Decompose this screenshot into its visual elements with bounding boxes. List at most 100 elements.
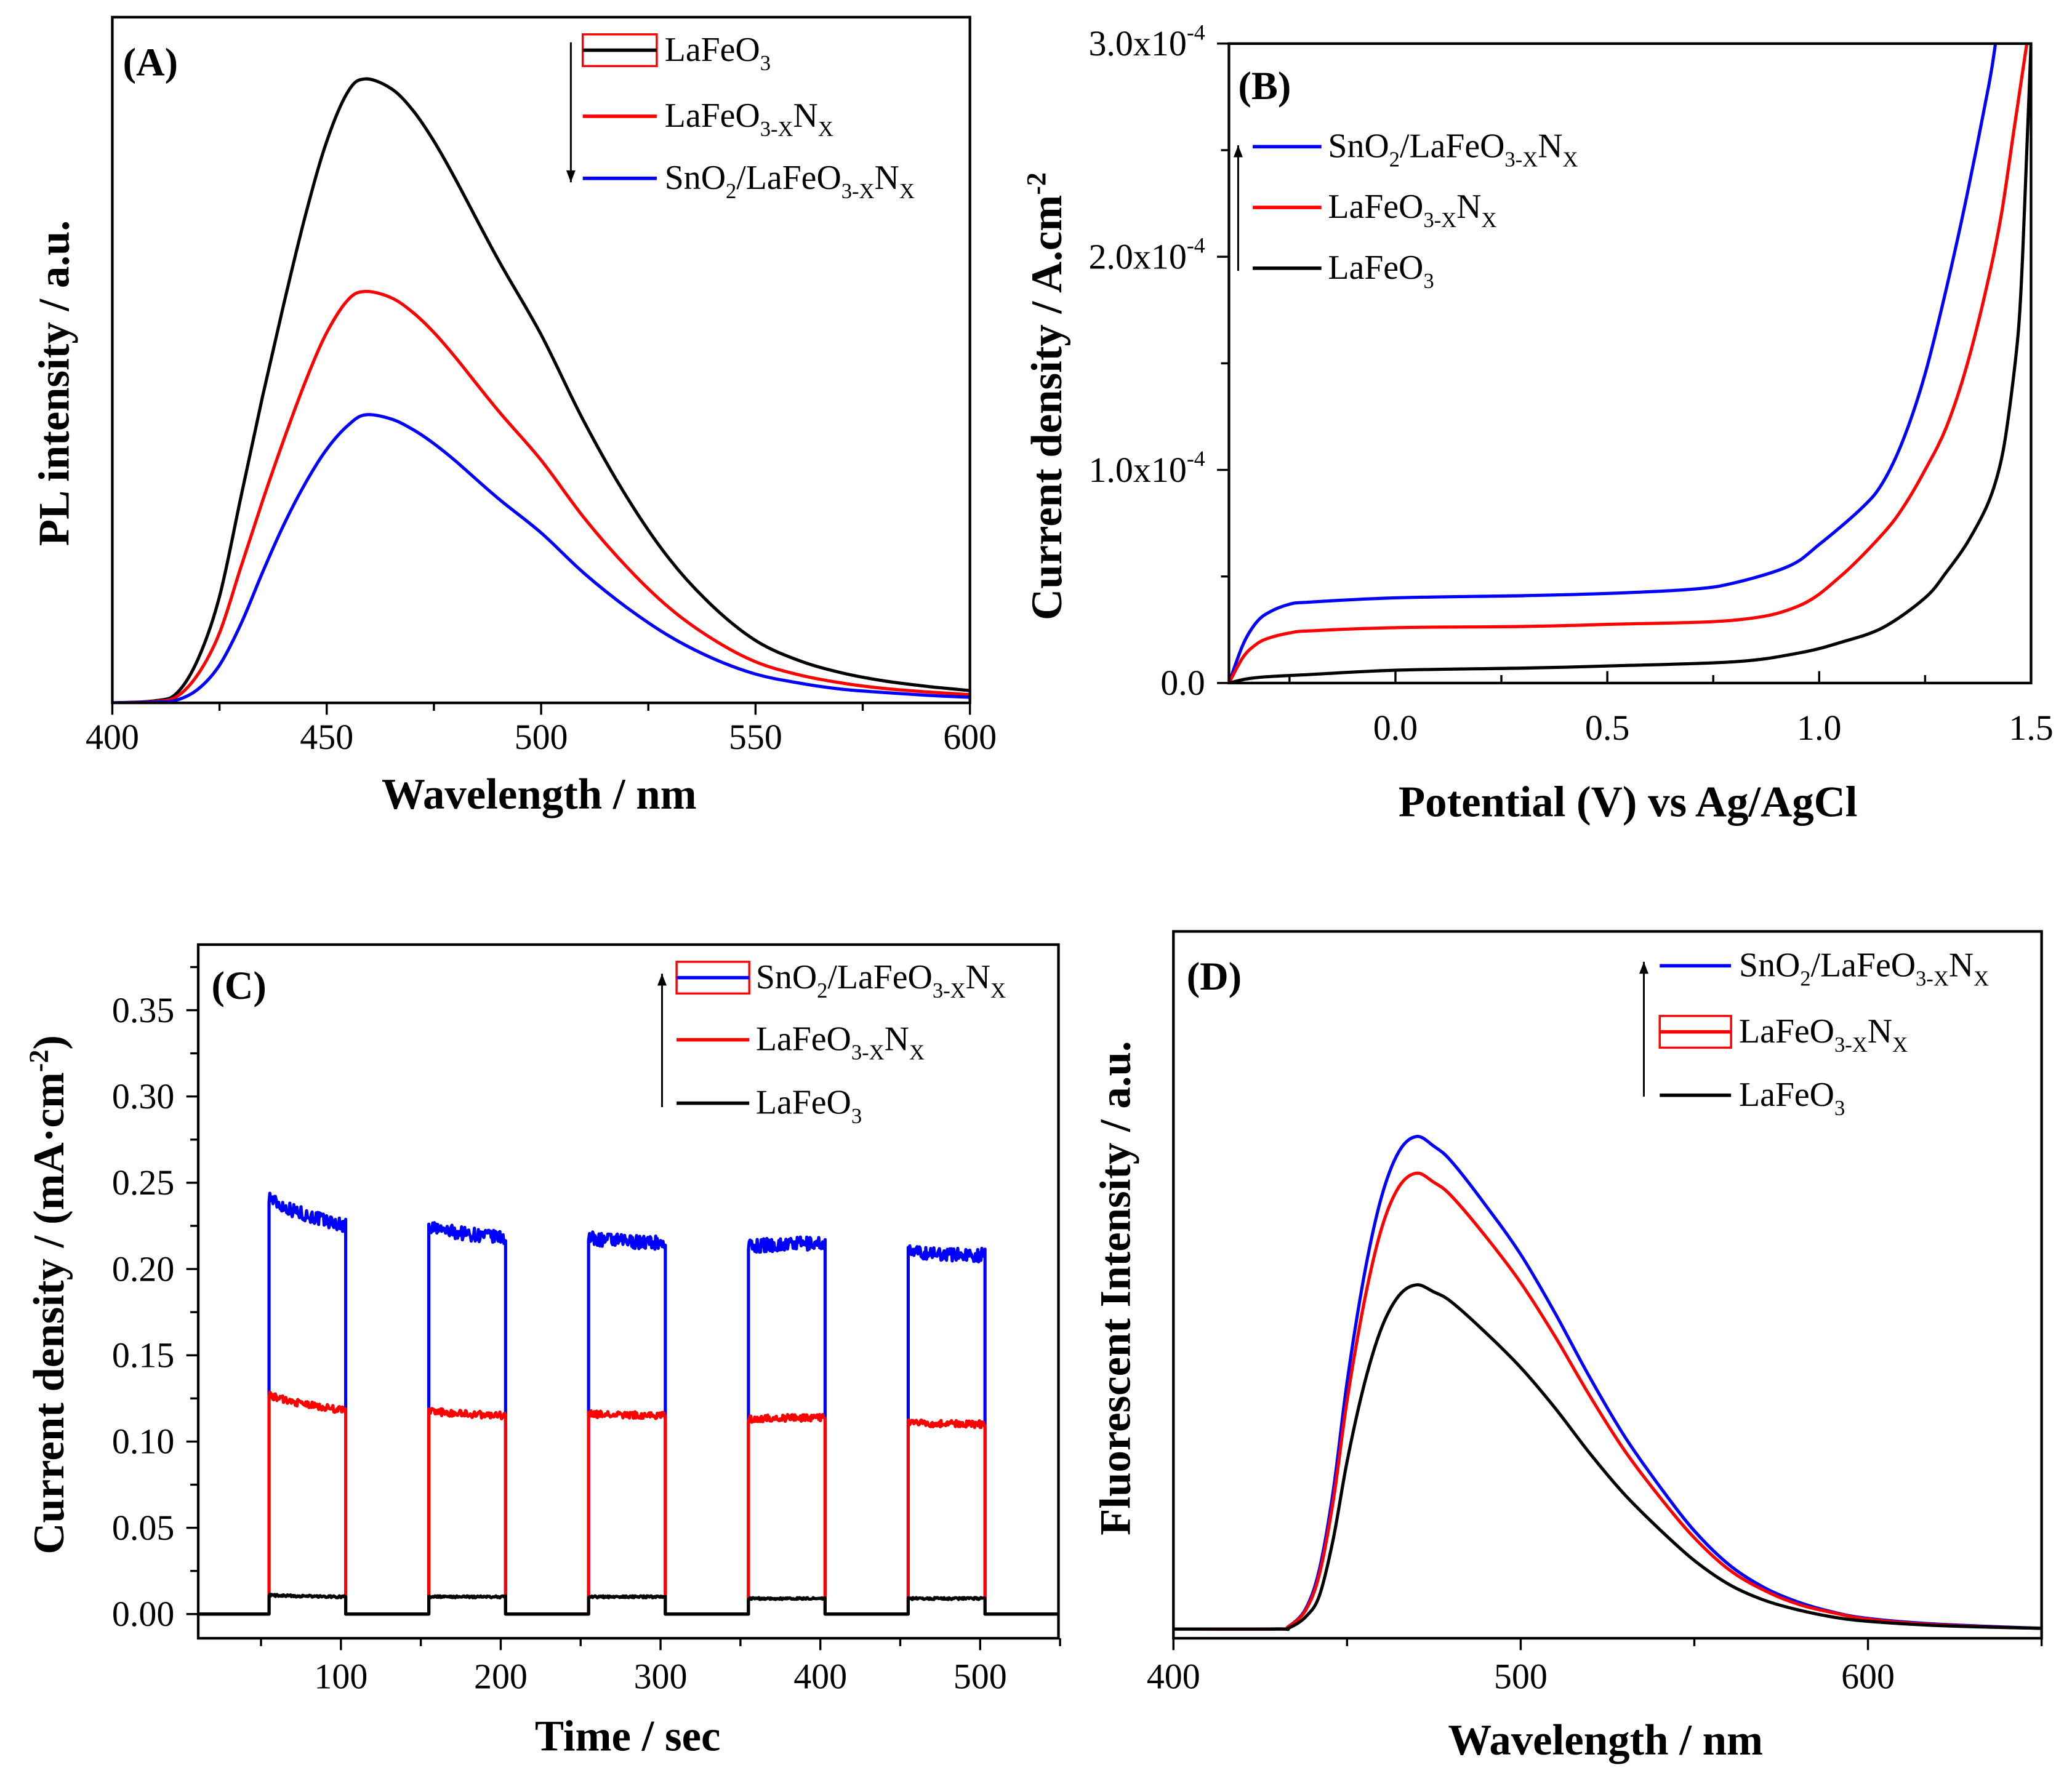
series-line-1	[1173, 1171, 2042, 1631]
legend-label-text: N	[1949, 946, 1974, 984]
x-tick-label: 550	[729, 717, 782, 757]
series-line-2	[198, 1593, 1059, 1616]
x-tick-label-text: 500	[954, 1657, 1007, 1697]
series-line-2	[112, 413, 970, 703]
y-axis-title-superscript: -2	[23, 1050, 54, 1073]
legend-label-subscript: 3-X	[933, 979, 966, 1003]
legend-label-text: LaFeO	[665, 31, 760, 69]
y-axis-title-text: Current density / A.cm	[1023, 195, 1071, 620]
y-tick-label-text: 0.0	[1160, 663, 1205, 703]
legend-label-text: N	[966, 958, 990, 996]
x-axis-title: Wavelength / nm	[1448, 1716, 1763, 1764]
legend-label: LaFeO3	[1739, 1076, 1845, 1120]
legend-label-subscript: 3	[1834, 1097, 1845, 1120]
x-tick-label: 450	[300, 717, 353, 757]
y-tick-label: 0.00	[112, 1594, 174, 1634]
series-line-1	[1229, 43, 2029, 683]
legend-label-text: LaFeO	[756, 1084, 851, 1122]
x-tick-label: 300	[634, 1657, 688, 1697]
x-tick-label: 0.0	[1373, 708, 1418, 748]
legend-label: SnO2/LaFeO3-XNX	[756, 958, 1006, 1003]
y-tick-label-superscript: -4	[1187, 233, 1205, 258]
x-tick-label-text: 550	[729, 717, 782, 757]
x-tick-label: 500	[954, 1657, 1007, 1697]
x-tick-label-text: 300	[634, 1657, 688, 1697]
series-line-2	[1229, 43, 2031, 683]
legend-label-text: SnO	[1739, 946, 1800, 984]
legend-label-subscript: 3-X	[1504, 148, 1538, 171]
panel-label: (C)	[211, 964, 266, 1007]
panel-label-text: (D)	[1187, 955, 1242, 998]
series-line-0	[1229, 43, 1998, 683]
y-axis-title-text: Current density / (mA·cm	[25, 1072, 73, 1555]
plot-frame	[1172, 930, 2043, 1640]
x-tick-label-text: 400	[86, 717, 139, 757]
legend-label-text: N	[1456, 188, 1481, 226]
legend-label-subscript: 2	[817, 979, 827, 1003]
legend-label-text: LaFeO	[756, 1020, 851, 1059]
x-tick-label-text: 500	[1494, 1657, 1548, 1697]
y-axis-title-superscript: -2	[1021, 172, 1051, 195]
legend-label-subscript: 2	[1800, 967, 1810, 991]
x-tick-label: 600	[1841, 1657, 1895, 1697]
plot-frame	[196, 943, 1060, 1640]
panel-b: 0.0 0.5 1.0 1.50.01.0x10-42.0x10-43.0x10-4P…	[1021, 20, 2054, 826]
x-tick-label: 100	[314, 1657, 367, 1697]
legend-label-text: LaFeO	[1328, 188, 1423, 226]
legend-label-subscript: 3	[1423, 270, 1434, 293]
x-tick-label-text: 500	[515, 717, 568, 757]
y-tick-label: 0.25	[112, 1163, 174, 1203]
legend-label-text: SnO	[756, 958, 817, 996]
legend-label-text: /LaFeO	[827, 958, 932, 996]
y-tick-label-text: 3.0x10	[1088, 23, 1186, 63]
x-tick-label-text: 450	[300, 717, 353, 757]
y-axis-title: Fluorescent Intensity / a.u.	[1091, 1041, 1139, 1535]
x-tick-label-text: 1.0	[1797, 708, 1841, 748]
x-tick-label: 1.0	[1797, 708, 1841, 748]
x-tick-label: 500	[1494, 1657, 1548, 1697]
y-tick-label: 0.05	[112, 1508, 174, 1548]
legend-label-subscript: 3-X	[1916, 967, 1949, 991]
y-tick-label-superscript: -4	[1187, 446, 1205, 471]
panel-label-text: (B)	[1238, 64, 1291, 108]
legend-label: LaFeO3-XNX	[1328, 188, 1496, 232]
legend-label-subscript: 3-X	[1423, 209, 1456, 232]
y-tick-label-text: 0.15	[112, 1335, 174, 1375]
series-line-1	[198, 1390, 1059, 1616]
x-axis-title: Time / sec	[535, 1713, 721, 1761]
y-axis-title: Current density / A.cm-2	[1021, 172, 1071, 620]
x-tick-label: 400	[1147, 1657, 1200, 1697]
y-axis-title-text: Fluorescent Intensity / a.u.	[1091, 1041, 1139, 1535]
y-tick-label-text: 1.0x10	[1088, 450, 1186, 490]
legend-label-text: /LaFeO	[1811, 946, 1916, 984]
y-tick-label-text: 0.10	[112, 1422, 174, 1462]
y-tick-label-text: 0.05	[112, 1508, 174, 1548]
panel-label-text: (C)	[211, 964, 266, 1007]
y-tick-label: 1.0x10-4	[1088, 446, 1205, 490]
series-line-0	[112, 77, 970, 703]
y-axis-title-text: )	[25, 1035, 73, 1050]
y-tick-label: 0.35	[112, 990, 174, 1030]
legend-label-subscript: X	[990, 979, 1006, 1003]
y-tick-label: 0.10	[112, 1422, 174, 1462]
legend-label-text: LaFeO	[1328, 249, 1423, 287]
panel-d: 400 500 600 Wavelength / nm Fluorescent Inte…	[1091, 930, 2043, 1764]
legend-label-text: N	[875, 159, 899, 197]
legend-label-subscript: X	[1481, 209, 1496, 232]
x-tick-label-text: 200	[474, 1657, 528, 1697]
y-axis-title-text: PL intensity / a.u.	[31, 220, 79, 546]
plot-area	[1173, 1135, 2042, 1631]
legend-label: SnO2/LaFeO3-XNX	[1739, 946, 1989, 990]
legend-label: LaFeO3	[665, 31, 771, 75]
x-axis-title-text: Potential (V) vs Ag/AgCl	[1399, 778, 1858, 826]
y-axis-title: PL intensity / a.u.	[31, 220, 79, 546]
series-line-0	[198, 1191, 1059, 1616]
plot-area	[198, 1191, 1059, 1616]
x-axis-title: Wavelength / nm	[382, 770, 697, 818]
legend-label-subscript: 3	[760, 52, 771, 75]
legend-label-text: LaFeO	[1739, 1012, 1834, 1051]
legend-label-subscript: 3-X	[760, 118, 793, 141]
